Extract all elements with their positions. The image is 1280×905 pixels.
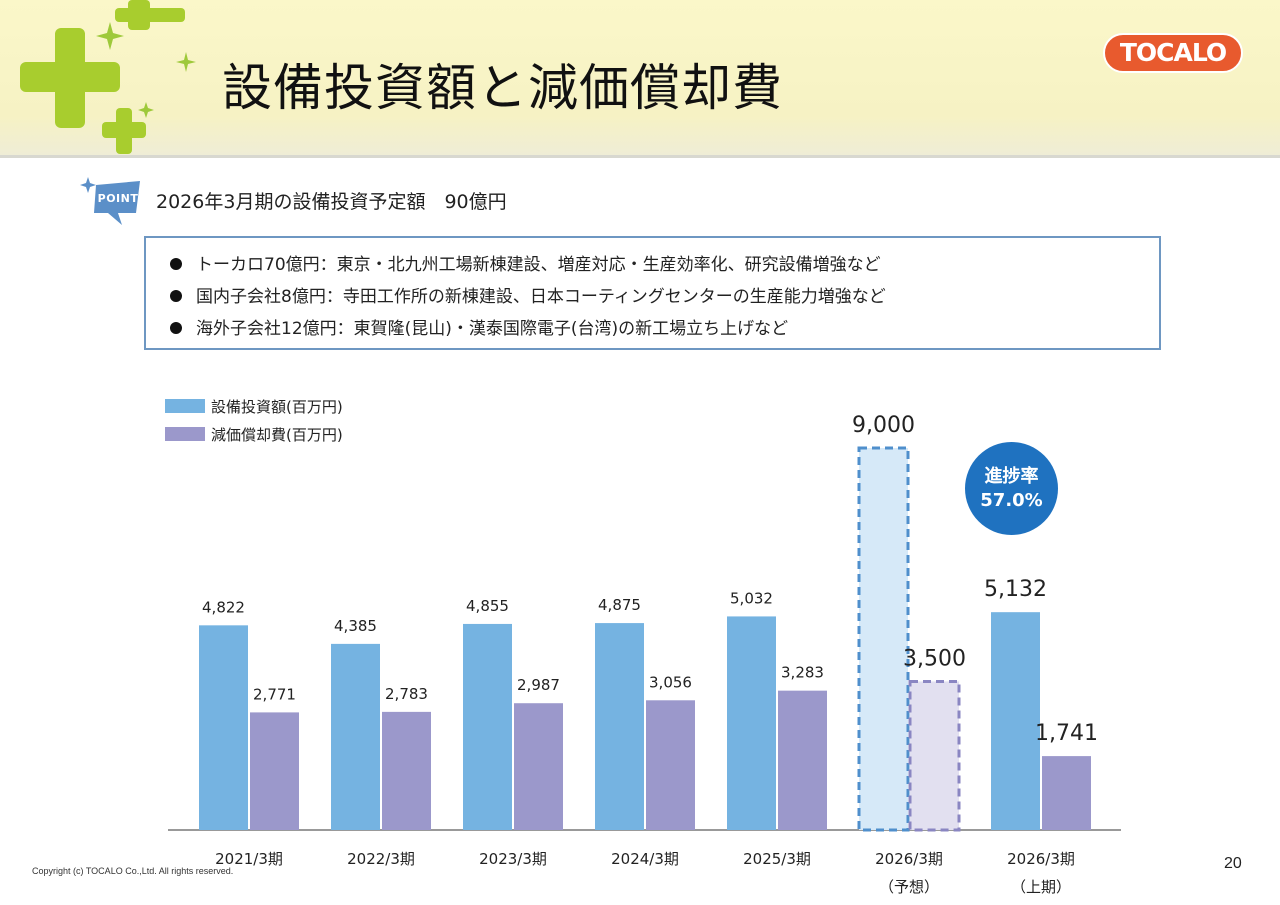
capex-value-label: 5,032 [730, 589, 773, 607]
capex-value-label: 9,000 [852, 413, 915, 438]
capex-bar [857, 446, 910, 832]
logo-text: TOCALO [1119, 38, 1227, 67]
depreciation-bar [1042, 756, 1091, 830]
capex-bar [463, 623, 512, 830]
depreciation-value-label: 3,056 [649, 673, 692, 691]
depreciation-bar [250, 712, 299, 830]
investment-detail-box: トーカロ70億円：東京・北九州工場新棟建設、増産対応・生産効率化、研究設備増強な… [144, 236, 1161, 350]
detail-line-tocalo: トーカロ70億円：東京・北九州工場新棟建設、増産対応・生産効率化、研究設備増強な… [170, 250, 881, 275]
depreciation-value-label: 3,500 [903, 646, 966, 671]
depreciation-bar [646, 700, 695, 830]
progress-rate-circle: 進捗率 57.0% [965, 442, 1058, 535]
capex-bar [727, 616, 776, 830]
tocalo-logo: TOCALO [1103, 33, 1243, 73]
depreciation-value-label: 2,987 [517, 676, 560, 694]
capex-bar [331, 643, 380, 830]
point-badge-icon [80, 177, 140, 225]
capex-bar [199, 625, 248, 830]
bullet-icon [170, 290, 182, 302]
progress-rate-value: 57.0% [980, 490, 1043, 511]
depreciation-value-label: 3,283 [781, 664, 824, 682]
point-badge-label: POINT [97, 192, 139, 205]
bullet-icon [170, 258, 182, 270]
capex-bar [595, 623, 644, 830]
depreciation-value-label: 2,771 [253, 685, 296, 703]
depreciation-bar [514, 703, 563, 830]
depreciation-bar [778, 690, 827, 830]
depreciation-bar [382, 711, 431, 830]
legend-depreciation: 減価償却費(百万円) [165, 424, 343, 445]
capex-value-label: 5,132 [984, 577, 1047, 602]
capex-value-label: 4,385 [334, 617, 377, 635]
depreciation-bar [908, 679, 961, 832]
legend-swatch-depreciation [165, 427, 205, 441]
header-band: 設備投資額と減価償却費 TOCALO [0, 0, 1280, 158]
capex-value-label: 4,822 [202, 598, 245, 616]
sparkle-decoration-icon [20, 0, 196, 154]
bullet-icon [170, 322, 182, 334]
legend-capex: 設備投資額(百万円) [165, 396, 343, 417]
point-headline: 2026年3月期の設備投資予定額 90億円 [156, 191, 507, 213]
category-label: 2026/3期 [1007, 850, 1075, 868]
capex-bar [991, 612, 1040, 830]
capex-value-label: 4,855 [466, 597, 509, 615]
category-sublabel: （上期） [1011, 878, 1071, 896]
page-title: 設備投資額と減価償却費 [222, 59, 783, 117]
category-label: 2026/3期 [875, 850, 943, 868]
depreciation-value-label: 2,783 [385, 685, 428, 703]
legend-swatch-capex [165, 399, 205, 413]
progress-rate-label: 進捗率 [984, 466, 1039, 487]
page-number: 20 [1224, 855, 1242, 872]
copyright-text: Copyright (c) TOCALO Co.,Ltd. All rights… [32, 866, 234, 876]
detail-line-overseas: 海外子会社12億円：東賀隆(昆山)・漢泰国際電子(台湾)の新工場立ち上げなど [170, 314, 788, 339]
category-label: 2022/3期 [347, 850, 415, 868]
capex-value-label: 4,875 [598, 596, 641, 614]
category-label: 2025/3期 [743, 850, 811, 868]
category-label: 2023/3期 [479, 850, 547, 868]
category-label: 2021/3期 [215, 850, 283, 868]
depreciation-value-label: 1,741 [1035, 721, 1098, 746]
category-sublabel: （予想） [879, 878, 939, 896]
category-label: 2024/3期 [611, 850, 679, 868]
detail-line-domestic: 国内子会社8億円：寺田工作所の新棟建設、日本コーティングセンターの生産能力増強な… [170, 282, 886, 307]
